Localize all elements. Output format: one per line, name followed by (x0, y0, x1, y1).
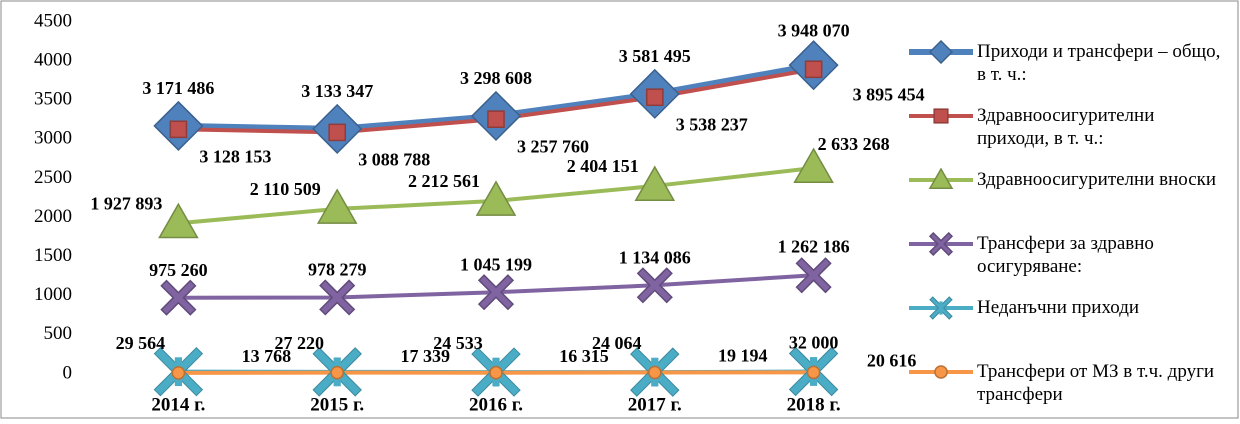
y-tick-label: 1500 (34, 245, 72, 266)
y-tick-label: 0 (63, 362, 73, 383)
data-label: 3 538 237 (676, 114, 748, 134)
data-label: 27 220 (274, 333, 324, 353)
data-label: 3 133 347 (301, 81, 373, 101)
marker (330, 365, 345, 380)
data-label: 3 171 486 (142, 78, 214, 98)
y-tick-label: 500 (44, 323, 73, 344)
marker (160, 279, 197, 316)
marker (929, 296, 953, 320)
data-label: 1 262 186 (778, 236, 850, 256)
data-label: 1 045 199 (460, 254, 532, 274)
y-tick-label: 2500 (34, 167, 72, 188)
legend-label: Здравноосигурителни вноски (977, 169, 1217, 190)
marker (928, 168, 954, 189)
marker (934, 365, 948, 379)
legend-item: Здравноосигурителни вноски (905, 168, 1230, 232)
marker (648, 365, 662, 380)
marker (489, 365, 503, 380)
legend-label: Трансфери от МЗ в т.ч. други трансфери (977, 361, 1215, 405)
data-label: 2 633 268 (818, 134, 890, 154)
y-tick-label: 3000 (34, 128, 72, 149)
data-label: 17 339 (400, 346, 450, 366)
data-label: 3 948 070 (778, 20, 850, 40)
data-label: 3 895 454 (853, 84, 925, 104)
x-tick-label: 2017 г. (628, 394, 682, 415)
legend-item: Здравноосигурителни приходи, в т. ч.: (905, 104, 1230, 168)
y-tick-label: 1000 (34, 284, 72, 305)
data-label: 2 110 509 (250, 179, 321, 199)
data-label: 32 000 (789, 333, 839, 353)
legend-icon (909, 296, 973, 320)
legend-icon (909, 108, 973, 124)
legend-icon (909, 168, 973, 189)
data-label: 13 768 (242, 346, 292, 366)
data-label: 20 616 (867, 351, 917, 371)
y-tick-label: 2000 (34, 206, 72, 227)
data-label: 978 279 (308, 260, 367, 280)
data-label: 24 533 (433, 333, 483, 353)
marker (169, 120, 188, 139)
data-label: 2 212 561 (408, 171, 480, 191)
legend-label: Неданъчни приходи (977, 297, 1140, 318)
x-tick-label: 2016 г. (469, 394, 523, 415)
data-label: 3 128 153 (199, 146, 271, 166)
marker (316, 188, 358, 224)
marker (328, 123, 347, 142)
marker (645, 88, 664, 107)
data-label: 24 064 (592, 333, 642, 353)
y-tick-label: 4500 (34, 10, 72, 31)
marker (634, 165, 676, 201)
legend-label: Здравноосигурителни приходи, в т. ч.: (977, 105, 1155, 149)
marker (487, 110, 505, 128)
legend-icon (909, 365, 973, 379)
marker (804, 60, 823, 79)
data-label: 16 315 (559, 346, 609, 366)
legend-label: Трансфери за здравно осигуряване: (977, 233, 1154, 277)
marker (475, 180, 517, 216)
y-tick-label: 4000 (34, 49, 72, 70)
data-label: 1 134 086 (619, 247, 691, 267)
marker (171, 366, 186, 380)
marker-part (939, 301, 943, 315)
data-label: 19 194 (718, 346, 768, 366)
marker (793, 147, 834, 184)
data-label: 29 564 (116, 333, 166, 353)
data-label: 975 260 (149, 260, 208, 280)
data-label: 1 927 893 (90, 193, 162, 213)
data-label: 3 581 495 (619, 46, 691, 66)
legend-item: Трансфери за здравно осигуряване: (905, 232, 1230, 296)
legend-item: Трансфери от МЗ в т.ч. други трансфери (905, 360, 1230, 424)
legend: Приходи и трансфери – общо, в т. ч.: Здра… (905, 40, 1230, 424)
x-tick-label: 2014 г. (151, 394, 205, 415)
legend-icon (909, 232, 973, 256)
marker (158, 202, 199, 239)
data-label: 3 298 608 (460, 68, 532, 88)
marker (477, 274, 515, 311)
data-label: 2 404 151 (567, 156, 639, 176)
marker (928, 232, 954, 256)
legend-item: Приходи и трансфери – общо, в т. ч.: (905, 40, 1230, 104)
x-tick-label: 2018 г. (787, 394, 841, 415)
x-tick-label: 2015 г. (310, 394, 364, 415)
marker (795, 257, 832, 294)
marker (933, 108, 949, 124)
marker (319, 279, 356, 316)
y-tick-label: 3500 (34, 89, 72, 110)
marker (636, 267, 673, 304)
data-label: 3 257 760 (517, 136, 589, 156)
legend-icon (909, 40, 973, 64)
data-label: 3 088 788 (358, 150, 430, 170)
legend-item: Неданъчни приходи (905, 296, 1230, 360)
legend-label: Приходи и трансфери – общо, в т. ч.: (977, 41, 1221, 85)
marker (806, 365, 821, 380)
marker (928, 40, 954, 64)
